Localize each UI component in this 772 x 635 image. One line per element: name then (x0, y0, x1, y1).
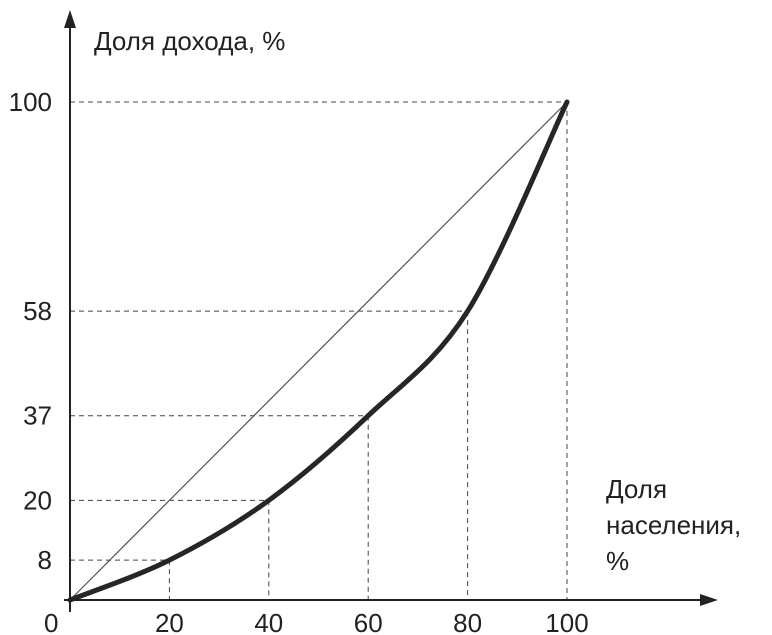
x-tick-label-0: 20 (155, 608, 184, 635)
y-tick-label-4: 100 (9, 87, 52, 117)
plot-lines (67, 99, 570, 603)
x-tick-label-4: 100 (545, 608, 588, 635)
y-axis-arrow (64, 10, 76, 28)
x-axis-title-line-3: % (606, 546, 629, 576)
equality-line (69, 101, 568, 601)
lorenz-curve (67, 99, 570, 603)
x-axis-title-line-2: населения, (606, 510, 741, 540)
x-tick-label-1: 40 (254, 608, 283, 635)
y-tick-label-1: 20 (23, 485, 52, 515)
x-axis-title-line-1: Доля (606, 474, 667, 504)
x-tick-label-3: 80 (453, 608, 482, 635)
y-tick-label-3: 58 (23, 296, 52, 326)
y-axis-title: Доля дохода, % (94, 26, 285, 56)
x-tick-label-2: 60 (354, 608, 383, 635)
tick-labels: 20 40 60 80 100 8 20 37 58 100 (9, 87, 589, 635)
y-tick-label-0: 8 (38, 545, 52, 575)
x-axis-arrow (700, 594, 718, 606)
origin-label: 0 (44, 608, 58, 635)
y-tick-label-2: 37 (23, 401, 52, 431)
